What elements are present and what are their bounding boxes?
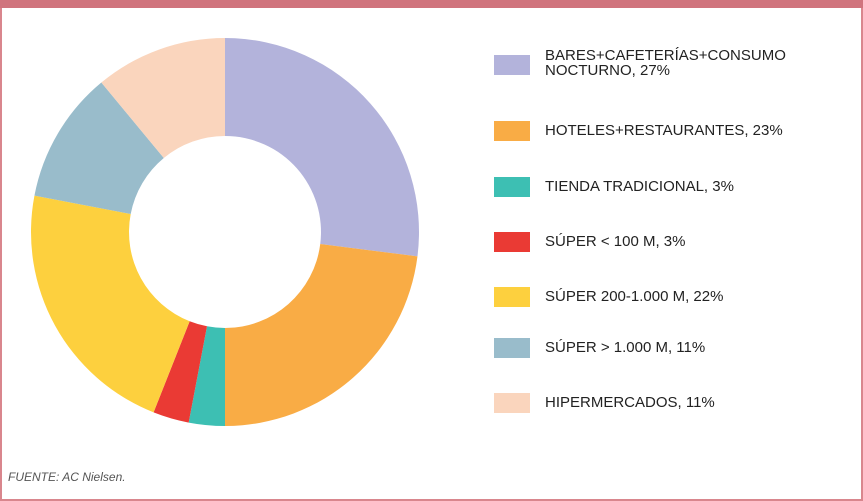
legend-label: HOTELES+RESTAURANTES, 23% [545,122,783,139]
chart [30,38,419,426]
top-bar [0,0,863,8]
legend-label: SÚPER > 1.000 M, 11% [545,339,706,356]
donut-slice [30,195,190,413]
legend-swatch [494,338,530,358]
donut-slice [153,321,208,423]
legend-swatch [494,121,530,141]
donut-slice [188,326,225,426]
legend-label: HIPERMERCADOS, 11% [545,394,715,411]
legend-swatch [494,232,530,252]
legend-swatch [494,177,530,197]
legend-label: SÚPER 200-1.000 M, 22% [545,288,724,305]
donut-slice [34,82,164,215]
legend-label: TIENDA TRADICIONAL, 3% [545,178,734,195]
legend-swatch [494,287,530,307]
donut-slice [101,38,225,159]
legend-swatch [494,393,530,413]
legend-swatch [494,55,530,75]
legend-label: BARES+CAFETERÍAS+CONSUMO NOCTURNO, 27% [545,47,786,79]
source-note: FUENTE: AC Nielsen. [8,470,126,484]
donut-slice [225,38,419,257]
donut-slice [225,244,418,426]
legend-label: SÚPER < 100 M, 3% [545,233,686,250]
